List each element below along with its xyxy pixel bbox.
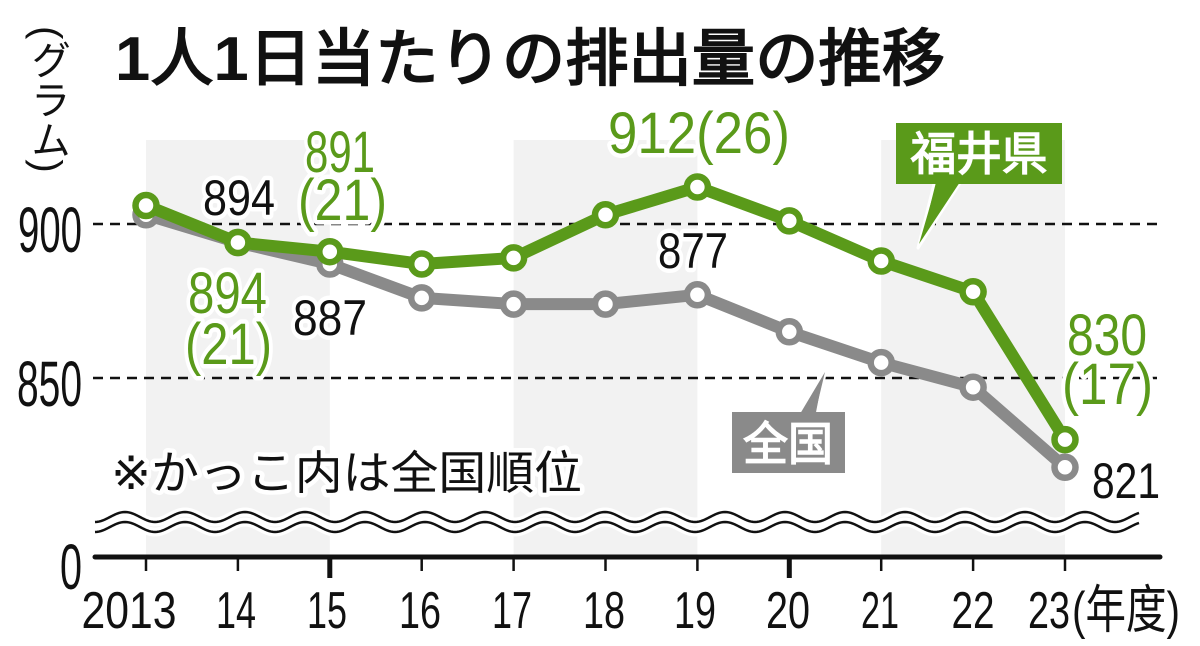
fukui-point-marker: [683, 173, 712, 201]
break-line: [94, 510, 1140, 524]
legend-callout-national: 全国: [732, 366, 845, 473]
label-fukui-2023-rank: (17): [1062, 352, 1153, 417]
x-tick-label: 16: [399, 582, 441, 640]
y-tick-900: 900: [18, 194, 82, 266]
x-tick-label: 2013: [82, 582, 177, 640]
fukui-point-marker: [1051, 425, 1079, 454]
label-fukui-2014-value: 894: [188, 261, 267, 326]
x-tick-label: 20: [766, 582, 810, 640]
label-national-2014: 894: [203, 170, 275, 226]
national-point-marker: [683, 281, 712, 309]
fukui-point-marker: [499, 244, 528, 272]
legend-label-fukui: 福井県: [910, 128, 1048, 180]
break-line: [94, 520, 1140, 534]
series-national: [132, 201, 1079, 482]
label-national-2023: 821: [1092, 453, 1160, 509]
fukui-point-marker: [132, 191, 160, 220]
x-tick-label: 21: [861, 582, 899, 640]
fukui-point-marker: [867, 247, 895, 275]
fukui-point-marker: [224, 228, 252, 257]
x-tick-label: 22: [952, 582, 995, 640]
x-tick-label: 17: [492, 582, 532, 640]
x-tick-label: 23: [1028, 582, 1070, 640]
label-fukui-2015-value: 891: [305, 120, 375, 185]
background-band: [146, 140, 330, 557]
data-labels: 894 891 (21) 894 (21) 887 912(26) 877 83…: [181, 97, 1165, 514]
fukui-point-marker: [959, 278, 987, 306]
legend-callout-fukui: 福井県: [896, 123, 1062, 250]
national-point-marker: [775, 318, 804, 346]
footnote-rank-note: ※かっこ内は全国順位: [111, 447, 582, 499]
label-fukui-2014-rank: (21): [185, 312, 272, 377]
label-fukui-2023-value: 830: [1067, 303, 1147, 368]
x-tick-label: 18: [583, 582, 625, 640]
x-axis-labels: 2013 14 15 16 17 18 19 20 21 22 23 (年度): [82, 582, 1181, 640]
axis-break-lines: [94, 507, 1141, 537]
y-axis-unit: (グラム): [25, 26, 69, 173]
fukui-point-marker: [591, 201, 620, 229]
national-point-marker: [959, 373, 987, 401]
national-point-marker: [867, 348, 895, 377]
x-axis-unit: (年度): [1072, 582, 1180, 640]
callout-tail-fill: [919, 182, 960, 244]
national-point-marker: [591, 290, 620, 318]
y-tick-850: 850: [17, 348, 82, 420]
background-band: [881, 140, 1065, 557]
callout-box: [896, 123, 1062, 184]
national-point-marker: [499, 290, 528, 318]
legend-label-national: 全国: [742, 418, 833, 470]
fukui-point-marker: [407, 250, 436, 278]
label-national-2015: 887: [293, 290, 367, 346]
fukui-point-marker: [316, 237, 344, 266]
label-fukui-2019: 912(26): [608, 101, 790, 166]
label-fukui-2015-rank: (21): [298, 168, 387, 233]
national-point-marker: [1051, 453, 1079, 482]
fukui-point-marker: [775, 207, 804, 235]
x-tick-label: 19: [674, 582, 716, 640]
y-tick-0: 0: [60, 531, 82, 603]
callout-box: [732, 412, 845, 473]
chart-title: 1人1日当たりの排出量の推移: [115, 25, 945, 94]
label-national-2019: 877: [658, 223, 728, 279]
callout-tail-fill: [800, 372, 825, 414]
national-point-marker: [407, 284, 436, 312]
x-axis-ticks: [144, 557, 1067, 578]
series-fukui: [132, 173, 1079, 454]
x-tick-label: 14: [216, 582, 256, 640]
x-tick-label: 15: [307, 582, 347, 640]
